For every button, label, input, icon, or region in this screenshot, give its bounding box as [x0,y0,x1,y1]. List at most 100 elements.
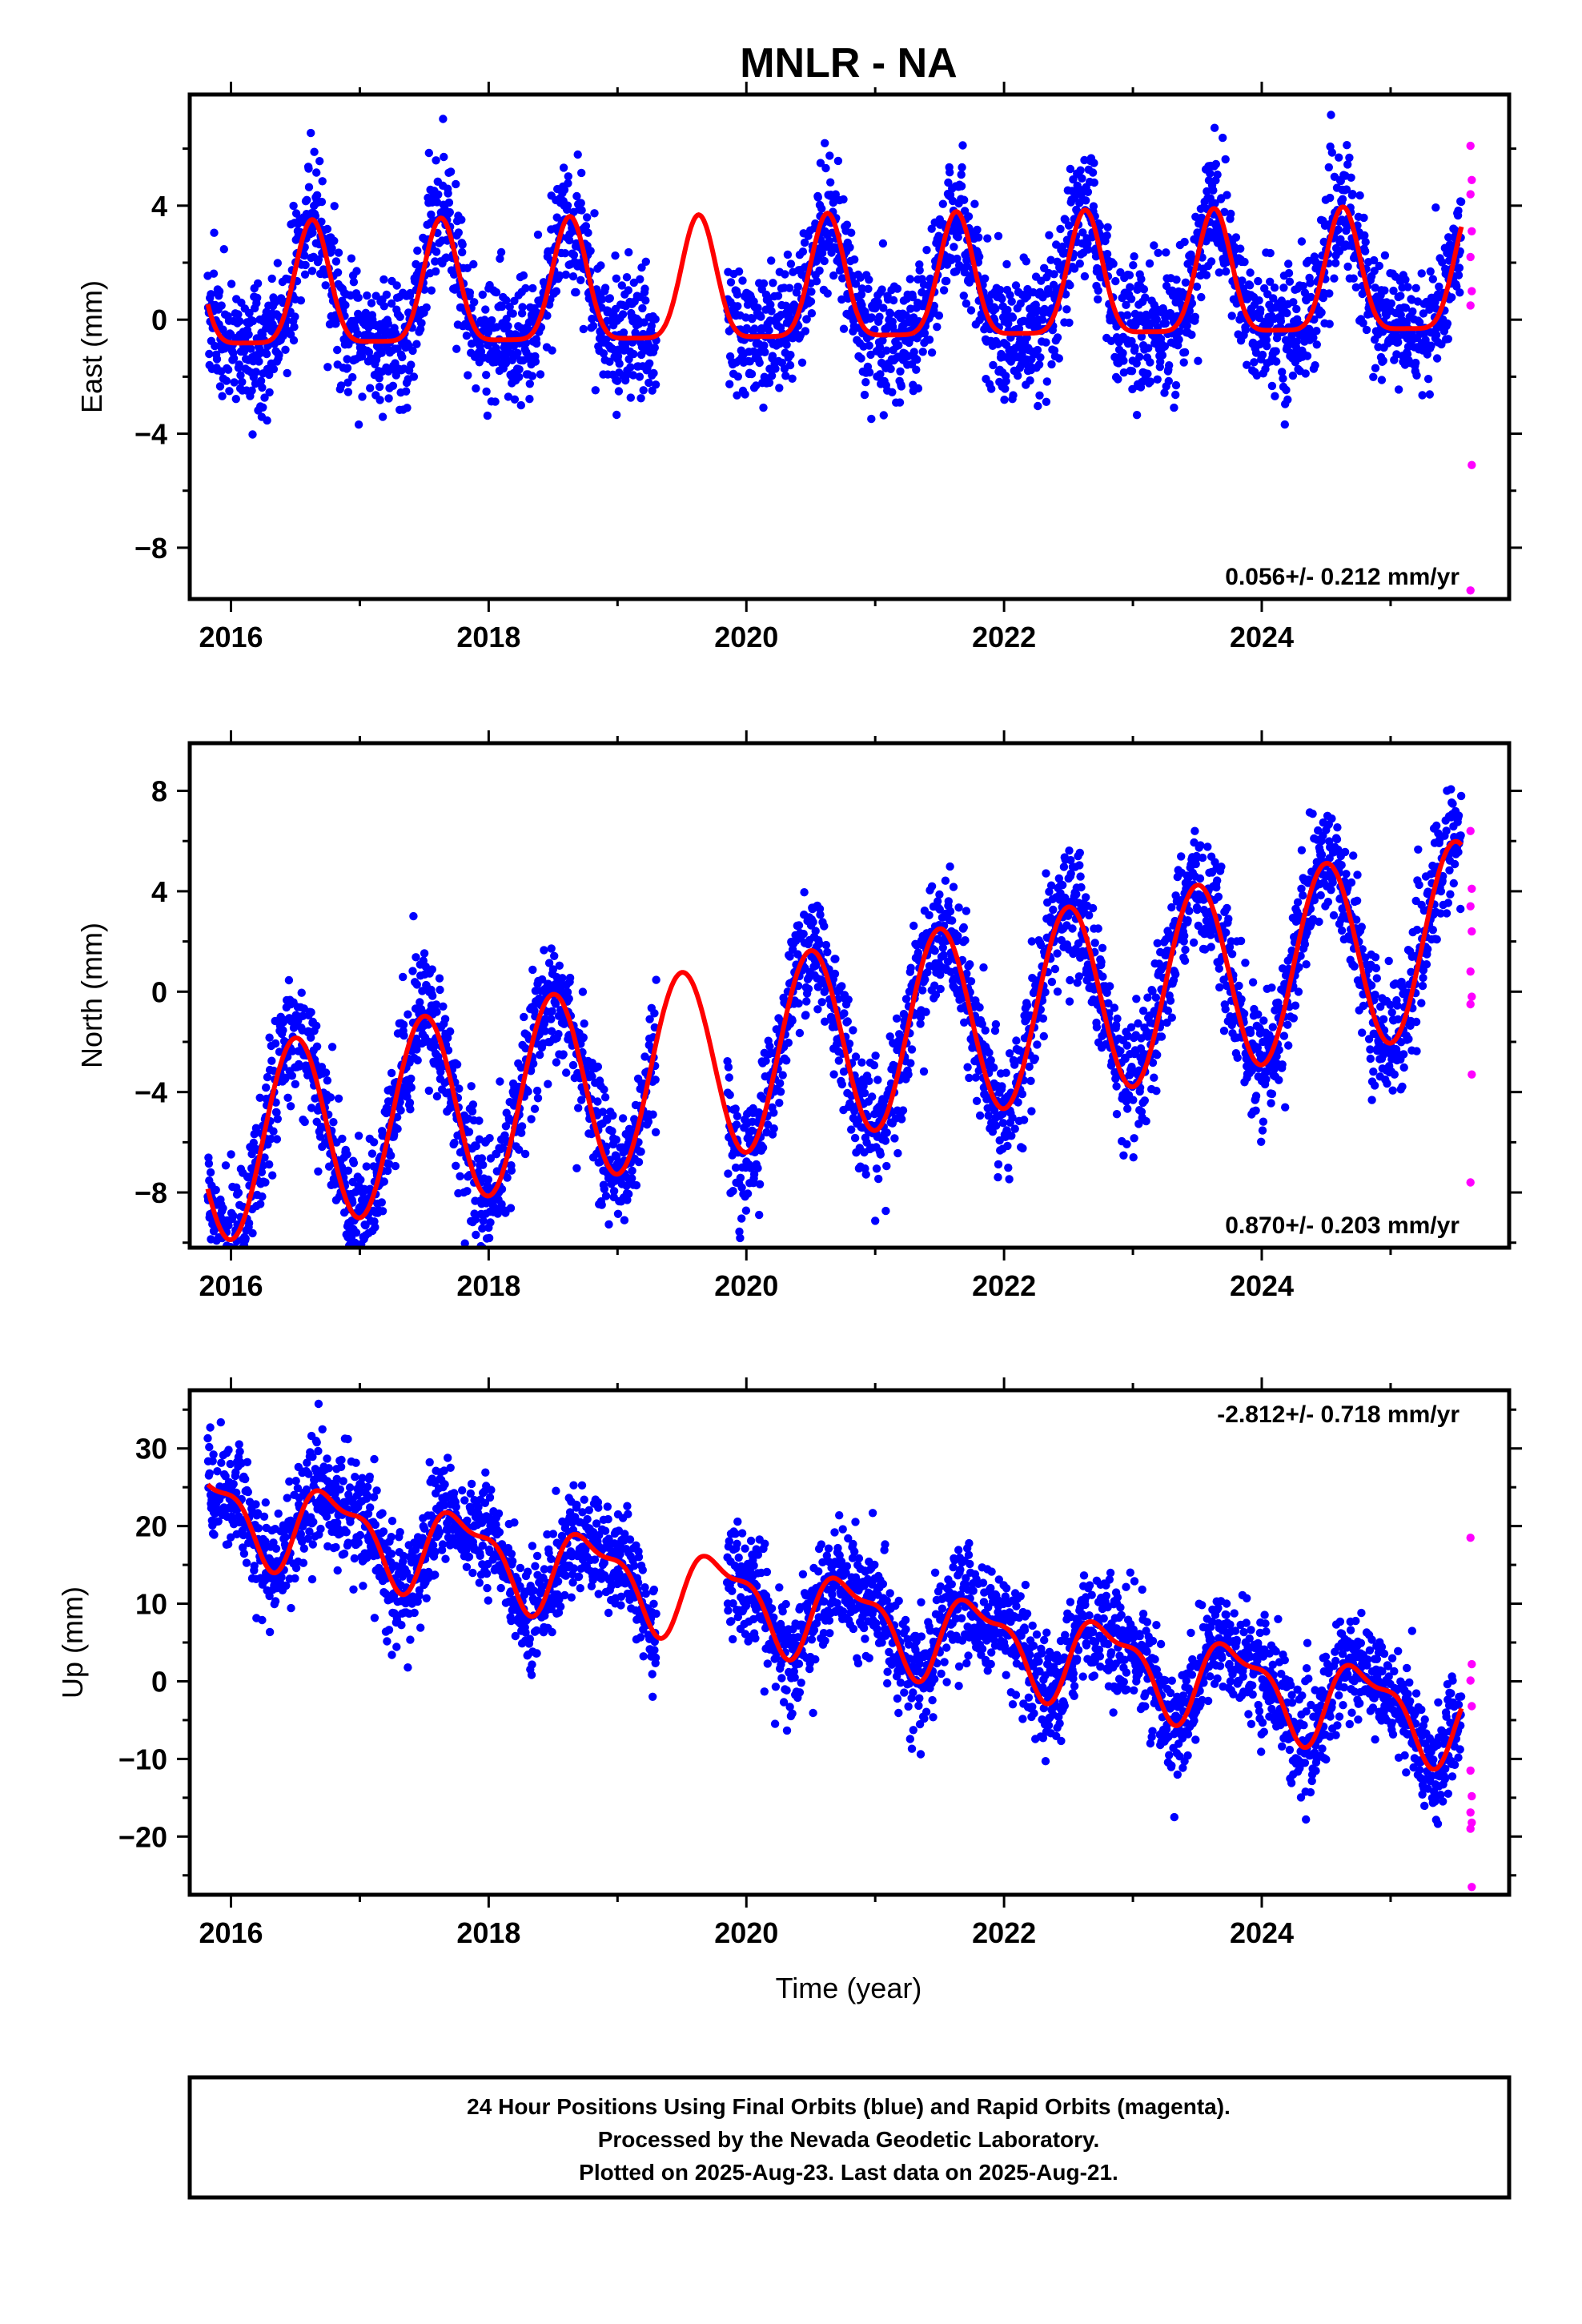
final-orbit-point [1001,384,1010,393]
final-orbit-point [1238,276,1247,285]
final-orbit-point [558,974,567,983]
final-orbit-point [247,344,255,353]
final-orbit-point [383,1166,392,1176]
final-orbit-point [944,897,954,906]
final-orbit-point [510,296,519,305]
final-orbit-point [1355,191,1364,200]
final-orbit-point [341,300,350,310]
final-orbit-point [1276,316,1286,326]
final-orbit-point [1006,291,1014,300]
y-tick-label: −8 [135,532,167,565]
final-orbit-point [564,994,573,1003]
final-orbit-point [532,339,541,348]
final-orbit-point [267,1056,276,1065]
final-orbit-point [300,270,310,279]
final-orbit-point [922,246,931,255]
final-orbit-point [408,967,417,975]
final-orbit-point [994,231,1003,240]
final-orbit-point [879,304,888,312]
final-orbit-point [611,251,620,260]
final-orbit-point [886,364,895,373]
final-orbit-point [981,274,990,283]
final-orbit-point [624,247,633,257]
final-orbit-point [289,336,299,345]
final-orbit-point [776,1079,785,1088]
final-orbit-point [859,1082,868,1091]
final-orbit-point [991,304,1000,313]
final-orbit-point [825,151,834,160]
final-orbit-point [479,1160,488,1169]
final-orbit-point [510,395,520,404]
final-orbit-point [1211,199,1219,208]
final-orbit-point [204,1153,213,1162]
final-orbit-point [748,315,757,324]
final-orbit-point [432,198,442,207]
final-orbit-point [765,1042,774,1051]
final-orbit-point [572,1164,581,1173]
final-orbit-point [257,1168,267,1176]
final-orbit-point [544,959,554,967]
final-orbit-point [1132,359,1141,368]
final-orbit-point [1411,358,1420,368]
final-orbit-point [786,351,795,360]
final-orbit-point [1042,397,1051,406]
final-orbit-point [1161,319,1170,328]
final-orbit-point [895,398,905,407]
final-orbit-point [568,272,578,281]
final-orbit-point [1035,391,1044,400]
final-orbit-point [331,257,341,266]
final-orbit-point [1070,193,1079,202]
final-orbit-point [599,349,608,358]
final-orbit-point [396,312,404,321]
final-orbit-point [525,380,534,388]
final-orbit-point [608,1127,616,1136]
final-orbit-point [452,1060,462,1069]
final-orbit-point [825,236,834,246]
final-orbit-point [816,911,825,919]
final-orbit-point [357,1273,365,1281]
final-orbit-point [296,296,306,305]
final-orbit-point [261,1178,270,1187]
final-orbit-point [826,178,835,187]
final-orbit-point [548,965,558,974]
final-orbit-point [1236,244,1245,253]
final-orbit-point [1174,335,1183,344]
final-orbit-point [913,948,923,957]
panel-frame [187,92,1512,601]
final-orbit-point [960,195,969,204]
final-orbit-point [987,384,996,393]
final-orbit-point [506,1204,516,1212]
final-orbit-point [861,378,870,387]
final-orbit-point [1431,203,1440,212]
final-orbit-point [231,395,240,404]
final-orbit-point [409,372,419,381]
final-orbit-point [985,1048,994,1057]
final-orbit-point [255,357,263,366]
final-orbit-point [1153,323,1162,332]
final-orbit-point [445,207,454,217]
final-orbit-point [1094,286,1102,295]
final-orbit-point [227,1150,235,1159]
final-orbit-point [604,1220,613,1229]
final-orbit-point [954,233,962,242]
final-orbit-point [800,888,809,897]
final-orbit-point [729,1187,737,1196]
final-orbit-point [225,387,234,396]
final-orbit-point [323,1076,332,1085]
final-orbit-point [894,341,903,350]
final-orbit-point [1272,357,1281,366]
final-orbit-point [1102,250,1112,259]
final-orbit-point [444,189,452,198]
final-orbit-point [1056,224,1065,234]
final-orbit-point [641,296,650,305]
final-orbit-point [444,198,454,207]
final-orbit-point [788,374,797,383]
final-orbit-point [769,1108,778,1117]
final-orbit-point [737,1214,746,1223]
y-axis-label: East (mm) [75,280,108,413]
final-orbit-point [271,298,279,307]
final-orbit-point [1343,262,1352,271]
final-orbit-point [297,988,306,997]
final-orbit-point [269,1127,278,1136]
